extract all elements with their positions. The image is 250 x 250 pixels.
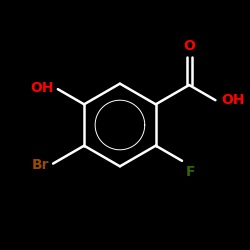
- Text: Br: Br: [32, 158, 49, 172]
- Text: O: O: [183, 39, 195, 53]
- Text: OH: OH: [30, 81, 54, 95]
- Text: OH: OH: [221, 93, 244, 107]
- Text: F: F: [186, 165, 196, 179]
